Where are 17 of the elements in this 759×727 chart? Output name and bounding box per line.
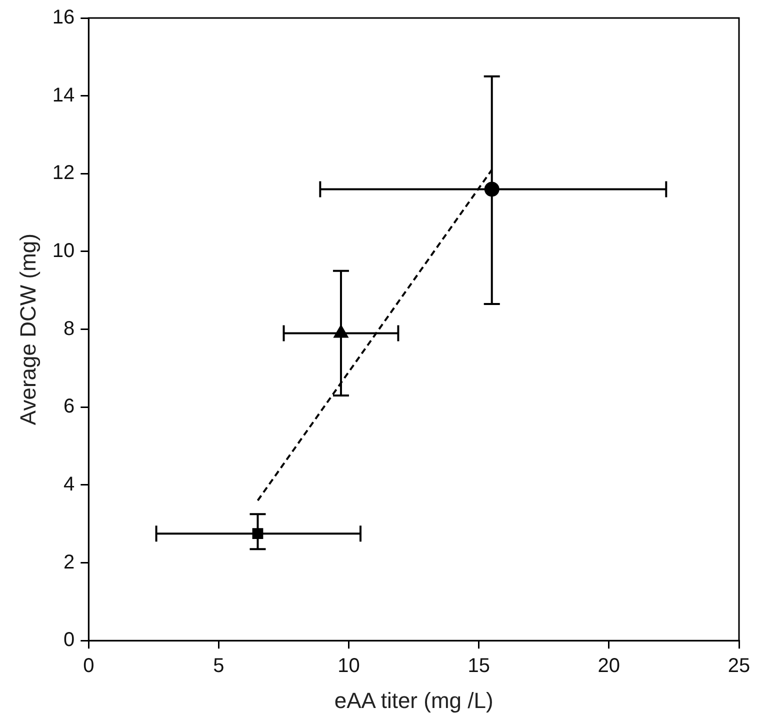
y-tick-label: 12 [52,162,75,184]
y-tick-label: 2 [64,551,75,574]
x-tick-label: 5 [213,655,224,678]
y-tick-label: 4 [64,473,75,496]
x-axis-title: eAA titer (mg /L) [334,688,494,713]
y-tick-label: 8 [64,318,75,340]
x-tick-label: 20 [598,655,620,678]
x-tick-label: 25 [728,655,750,678]
x-tick-label: 0 [83,655,94,678]
x-tick-label: 10 [338,655,360,678]
y-tick-label: 6 [64,396,75,418]
x-tick-label: 15 [468,655,490,678]
y-tick-label: 0 [64,629,75,652]
y-tick-label: 14 [52,84,75,106]
y-tick-label: 10 [52,240,75,262]
y-axis-title: Average DCW (mg) [15,234,40,426]
y-tick-label: 16 [52,6,75,29]
